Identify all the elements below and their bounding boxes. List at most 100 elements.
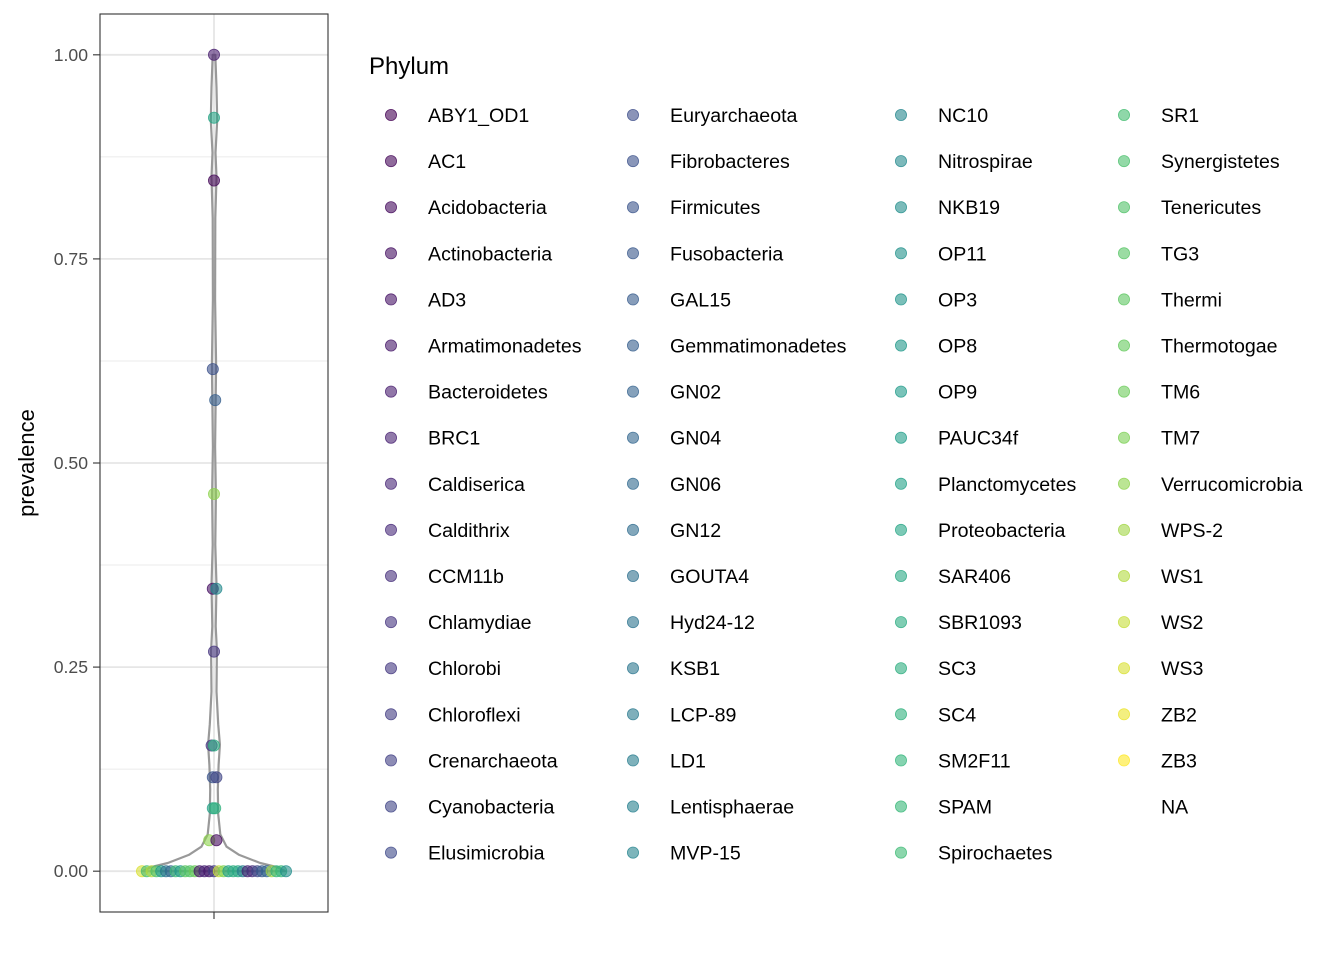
legend-label: Chloroflexi <box>428 704 521 726</box>
legend-item: WPS-2 <box>1118 520 1223 542</box>
legend-item: Spirochaetes <box>895 843 1053 865</box>
legend-label: WS1 <box>1161 566 1203 588</box>
legend-item: WS3 <box>1118 658 1204 680</box>
legend-key <box>895 339 908 352</box>
legend-item: WS1 <box>1118 566 1203 588</box>
legend-label: Acidobacteria <box>428 197 547 219</box>
legend-item: Cyanobacteria <box>384 797 554 819</box>
legend-item: ABY1_OD1 <box>384 105 529 127</box>
legend-item: Bacteroidetes <box>384 382 548 404</box>
y-axis-label: prevalence <box>14 409 39 517</box>
legend-label: GAL15 <box>670 289 731 311</box>
legend-item: TM6 <box>1118 382 1200 404</box>
legend-key <box>384 431 397 444</box>
legend-label: Proteobacteria <box>938 520 1066 542</box>
legend-key <box>1118 247 1131 260</box>
data-point <box>209 394 222 407</box>
legend-key <box>1118 708 1131 721</box>
legend-item: LD1 <box>627 750 706 772</box>
legend-key <box>1118 201 1131 214</box>
legend-label: TM6 <box>1161 382 1200 404</box>
legend-label: Elusimicrobia <box>428 843 545 865</box>
legend-item: Gemmatimonadetes <box>627 336 847 358</box>
legend-item: NA <box>1161 797 1189 819</box>
legend-key <box>1118 109 1131 122</box>
legend-item: Thermotogae <box>1118 336 1278 358</box>
legend-item: Chlorobi <box>384 658 501 680</box>
y-tick-label: 0.25 <box>54 657 88 677</box>
legend-item: Armatimonadetes <box>384 336 582 358</box>
legend-label: OP8 <box>938 336 977 358</box>
legend-key <box>1118 431 1131 444</box>
legend-label: SAR406 <box>938 566 1011 588</box>
legend-label: KSB1 <box>670 658 720 680</box>
legend-item: PAUC34f <box>895 428 1019 450</box>
legend-item: Hyd24-12 <box>627 612 755 634</box>
legend-key <box>895 523 908 536</box>
legend-item: Caldiserica <box>384 474 525 496</box>
y-tick-label: 0.00 <box>54 861 88 881</box>
legend-label: Chlamydiae <box>428 612 532 634</box>
legend-key <box>384 247 397 260</box>
legend-item: GN12 <box>627 520 721 542</box>
legend-item: SC3 <box>895 658 976 680</box>
legend-key <box>627 155 640 168</box>
legend-item: Thermi <box>1118 289 1222 311</box>
legend-label: CCM11b <box>428 566 504 588</box>
legend-item: GN06 <box>627 474 721 496</box>
legend-label: Cyanobacteria <box>428 797 554 819</box>
legend: Phylum ABY1_OD1 AC1 Acidobacteria Actinobac… <box>369 53 1303 865</box>
legend-key <box>384 570 397 583</box>
legend-item: Caldithrix <box>384 520 510 542</box>
legend-item: Actinobacteria <box>384 243 552 265</box>
legend-label: SR1 <box>1161 105 1199 127</box>
legend-item: Nitrospirae <box>895 151 1033 173</box>
legend-key <box>384 708 397 721</box>
legend-key <box>895 109 908 122</box>
data-point <box>207 174 220 187</box>
data-point <box>207 645 220 658</box>
legend-key <box>895 431 908 444</box>
legend-item: Fusobacteria <box>627 243 783 265</box>
legend-item: TM7 <box>1118 428 1200 450</box>
legend-item: WS2 <box>1118 612 1203 634</box>
legend-item: TG3 <box>1118 243 1199 265</box>
legend-label: Actinobacteria <box>428 243 552 265</box>
legend-label: Lentisphaerae <box>670 797 794 819</box>
legend-key <box>895 155 908 168</box>
legend-label: Crenarchaeota <box>428 750 558 772</box>
legend-item: AD3 <box>384 289 466 311</box>
legend-label: GOUTA4 <box>670 566 749 588</box>
legend-key <box>895 385 908 398</box>
legend-item: Planctomycetes <box>895 474 1077 496</box>
legend-item: Elusimicrobia <box>384 843 545 865</box>
data-point <box>209 802 222 815</box>
legend-label: WS3 <box>1161 658 1204 680</box>
legend-key <box>895 708 908 721</box>
legend-label: LCP-89 <box>670 704 736 726</box>
point-layer <box>135 48 292 878</box>
legend-label: ABY1_OD1 <box>428 105 529 127</box>
legend-key <box>895 201 908 214</box>
legend-label: OP9 <box>938 382 977 404</box>
legend-key <box>627 431 640 444</box>
legend-item: SR1 <box>1118 105 1199 127</box>
data-point <box>279 865 292 878</box>
legend-label: TM7 <box>1161 428 1200 450</box>
legend-label: ZB3 <box>1161 750 1197 772</box>
legend-label: Hyd24-12 <box>670 612 755 634</box>
legend-key <box>895 477 908 490</box>
grid-layer <box>100 14 328 912</box>
legend-item: Tenericutes <box>1118 197 1261 219</box>
legend-key <box>1118 293 1131 306</box>
legend-key <box>1118 570 1131 583</box>
legend-label: TG3 <box>1161 243 1199 265</box>
legend-item: SBR1093 <box>895 612 1022 634</box>
legend-item: GOUTA4 <box>627 566 749 588</box>
legend-key <box>1118 523 1131 536</box>
legend-label: LD1 <box>670 750 706 772</box>
legend-label: WPS-2 <box>1161 520 1223 542</box>
legend-label: NA <box>1161 797 1189 819</box>
legend-key <box>384 616 397 629</box>
